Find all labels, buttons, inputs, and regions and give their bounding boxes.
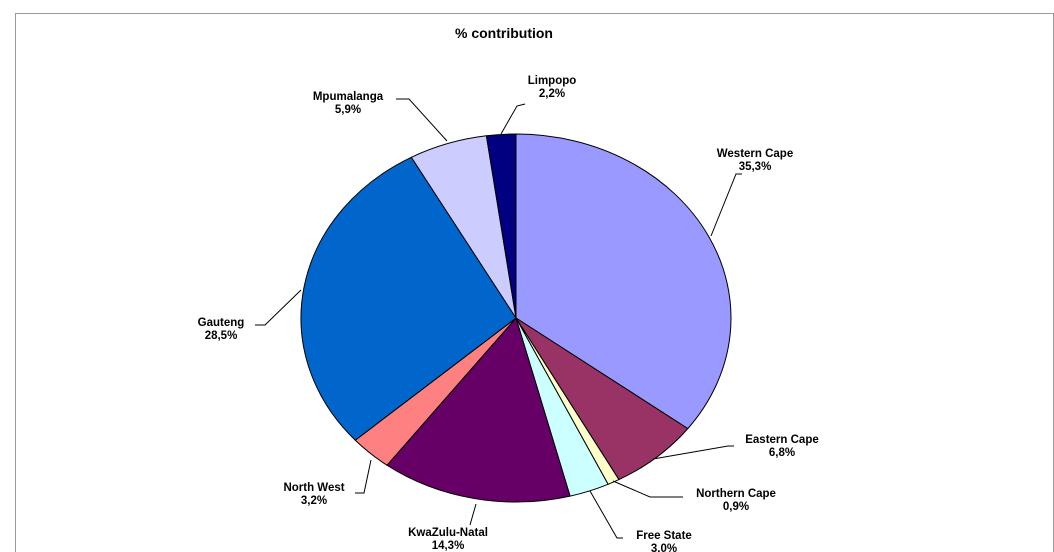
- pie-slices: [300, 133, 732, 503]
- slice-label: Gauteng: [198, 317, 245, 329]
- pie-slice-limpopo: [485, 133, 517, 319]
- chart-title: % contribution: [455, 25, 553, 41]
- leader-line: [710, 173, 742, 237]
- slice-value-label: 0,9%: [723, 501, 749, 513]
- leader-line: [589, 490, 623, 539]
- slice-value-label: 6,8%: [769, 447, 795, 459]
- slice-label: KwaZulu-Natal: [408, 527, 488, 539]
- leader-line: [469, 503, 477, 526]
- slice-label: Eastern Cape: [745, 434, 819, 446]
- slice-label: Northern Cape: [696, 488, 776, 500]
- leader-line: [255, 289, 302, 326]
- pie-slice-kwazulu-natal: [386, 316, 571, 503]
- leader-lines: [255, 98, 742, 539]
- slice-label: Limpopo: [528, 75, 577, 87]
- slice-value-label: 35,3%: [739, 161, 772, 173]
- slice-label: Mpumalanga: [313, 91, 384, 103]
- leader-line: [612, 480, 683, 498]
- slice-value-label: 5,9%: [335, 104, 361, 116]
- slice-label: Western Cape: [717, 148, 793, 160]
- slice-value-label: 2,2%: [539, 88, 565, 100]
- leader-line: [652, 445, 734, 460]
- leader-line: [355, 459, 372, 494]
- slice-label: Free State: [636, 530, 692, 542]
- leader-line: [396, 98, 448, 142]
- slice-value-label: 3,2%: [301, 495, 327, 507]
- pie-slice-western-cape: [515, 133, 732, 430]
- leader-line: [500, 103, 526, 135]
- slice-value-label: 28,5%: [205, 330, 238, 342]
- slice-value-label: 3,0%: [651, 543, 677, 552]
- slice-label: North West: [283, 482, 344, 494]
- pie-slice-gauteng: [300, 156, 517, 441]
- slice-value-label: 14,3%: [432, 540, 465, 552]
